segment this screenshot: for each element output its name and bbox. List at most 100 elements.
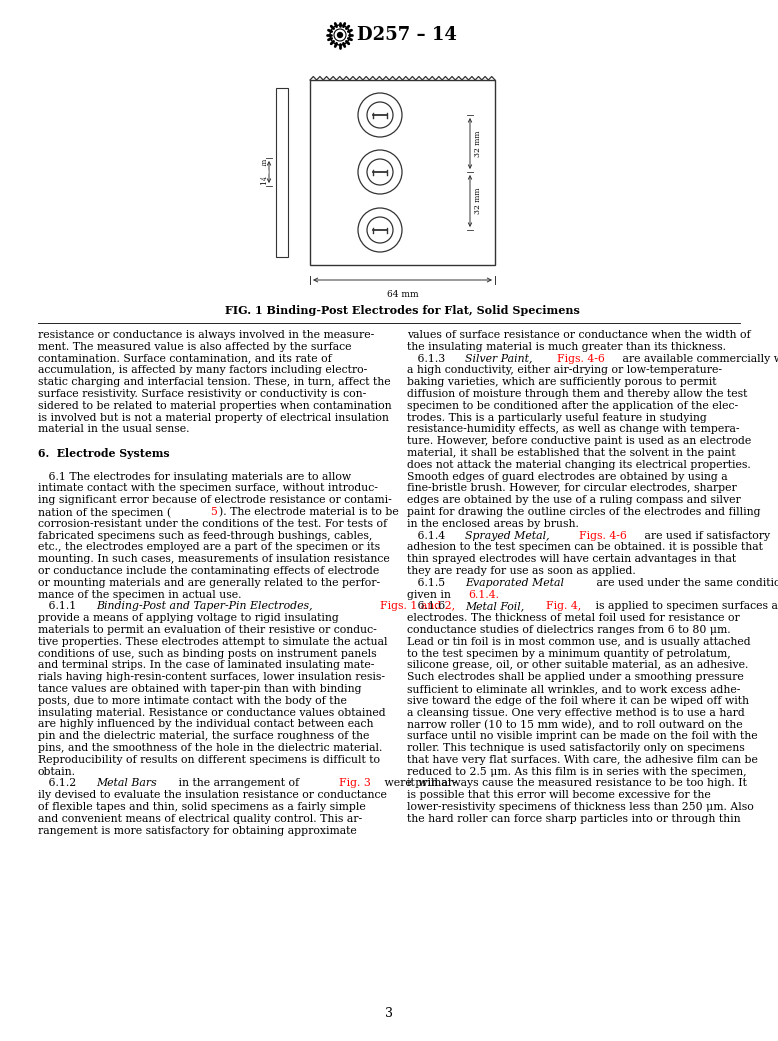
Text: obtain.: obtain. bbox=[38, 766, 76, 777]
Text: 6.1 The electrodes for insulating materials are to allow: 6.1 The electrodes for insulating materi… bbox=[38, 472, 351, 482]
Text: roller. This technique is used satisfactorily only on specimens: roller. This technique is used satisfact… bbox=[407, 743, 745, 753]
Text: materials to permit an evaluation of their resistive or conduc-: materials to permit an evaluation of the… bbox=[38, 625, 377, 635]
Text: material in the usual sense.: material in the usual sense. bbox=[38, 425, 190, 434]
Text: or conductance include the contaminating effects of electrode: or conductance include the contaminating… bbox=[38, 566, 379, 576]
Text: 6.1.4.: 6.1.4. bbox=[468, 589, 499, 600]
Text: 6.1.5: 6.1.5 bbox=[407, 578, 452, 588]
Text: electrodes. The thickness of metal foil used for resistance or: electrodes. The thickness of metal foil … bbox=[407, 613, 740, 624]
Text: Smooth edges of guard electrodes are obtained by using a: Smooth edges of guard electrodes are obt… bbox=[407, 472, 727, 482]
Text: sufficient to eliminate all wrinkles, and to work excess adhe-: sufficient to eliminate all wrinkles, an… bbox=[407, 684, 741, 694]
Text: FIG. 1 Binding-Post Electrodes for Flat, Solid Specimens: FIG. 1 Binding-Post Electrodes for Flat,… bbox=[225, 305, 580, 316]
Text: narrow roller (10 to 15 mm wide), and to roll outward on the: narrow roller (10 to 15 mm wide), and to… bbox=[407, 719, 743, 730]
Text: Figs. 4-6: Figs. 4-6 bbox=[557, 354, 605, 363]
Text: 3: 3 bbox=[385, 1007, 393, 1020]
Text: adhesion to the test specimen can be obtained. it is possible that: adhesion to the test specimen can be obt… bbox=[407, 542, 763, 553]
Text: the hard roller can force sharp particles into or through thin: the hard roller can force sharp particle… bbox=[407, 814, 741, 823]
Text: 6.1.1: 6.1.1 bbox=[38, 602, 83, 611]
Circle shape bbox=[256, 109, 268, 121]
Text: and convenient means of electrical quality control. This ar-: and convenient means of electrical quali… bbox=[38, 814, 362, 823]
Text: pin and the dielectric material, the surface roughness of the: pin and the dielectric material, the sur… bbox=[38, 731, 370, 741]
Text: Reproducibility of results on different specimens is difficult to: Reproducibility of results on different … bbox=[38, 755, 380, 765]
Text: Silver Paint,: Silver Paint, bbox=[465, 354, 533, 363]
Text: given in: given in bbox=[407, 589, 454, 600]
Text: that have very flat surfaces. With care, the adhesive film can be: that have very flat surfaces. With care,… bbox=[407, 755, 758, 765]
Circle shape bbox=[338, 32, 342, 37]
Text: does not attack the material changing its electrical properties.: does not attack the material changing it… bbox=[407, 460, 751, 469]
Bar bbox=[310, 80, 495, 265]
Text: insulating material. Resistance or conductance values obtained: insulating material. Resistance or condu… bbox=[38, 708, 386, 717]
Text: tive properties. These electrodes attempt to simulate the actual: tive properties. These electrodes attemp… bbox=[38, 637, 387, 646]
Text: edges are obtained by the use of a ruling compass and silver: edges are obtained by the use of a rulin… bbox=[407, 496, 741, 505]
Text: static charging and interfacial tension. These, in turn, affect the: static charging and interfacial tension.… bbox=[38, 377, 391, 387]
Circle shape bbox=[256, 224, 268, 236]
Text: ). The electrode material is to be: ). The electrode material is to be bbox=[219, 507, 398, 517]
Text: a high conductivity, either air-drying or low-temperature-: a high conductivity, either air-drying o… bbox=[407, 365, 722, 376]
Text: of flexible tapes and thin, solid specimens as a fairly simple: of flexible tapes and thin, solid specim… bbox=[38, 802, 366, 812]
Circle shape bbox=[256, 166, 268, 178]
Text: posts, due to more intimate contact with the body of the: posts, due to more intimate contact with… bbox=[38, 695, 347, 706]
Text: resistance-humidity effects, as well as change with tempera-: resistance-humidity effects, as well as … bbox=[407, 425, 740, 434]
Circle shape bbox=[250, 160, 274, 184]
Text: in the arrangement of: in the arrangement of bbox=[175, 779, 303, 788]
Text: surface until no visible imprint can be made on the foil with the: surface until no visible imprint can be … bbox=[407, 731, 758, 741]
Text: rials having high-resin-content surfaces, lower insulation resis-: rials having high-resin-content surfaces… bbox=[38, 672, 385, 682]
Text: mance of the specimen in actual use.: mance of the specimen in actual use. bbox=[38, 589, 241, 600]
Text: resistance or conductance is always involved in the measure-: resistance or conductance is always invo… bbox=[38, 330, 374, 340]
Text: Fig. 3: Fig. 3 bbox=[339, 779, 371, 788]
Text: mounting. In such cases, measurements of insulation resistance: mounting. In such cases, measurements of… bbox=[38, 554, 390, 564]
Text: reduced to 2.5 μm. As this film is in series with the specimen,: reduced to 2.5 μm. As this film is in se… bbox=[407, 766, 747, 777]
Text: conductance studies of dielectrics ranges from 6 to 80 μm.: conductance studies of dielectrics range… bbox=[407, 625, 731, 635]
Text: the insulating material is much greater than its thickness.: the insulating material is much greater … bbox=[407, 341, 726, 352]
Text: 14 mm: 14 mm bbox=[261, 159, 269, 185]
Text: tance values are obtained with taper-pin than with binding: tance values are obtained with taper-pin… bbox=[38, 684, 362, 694]
Text: Figs. 1 and 2,: Figs. 1 and 2, bbox=[380, 602, 456, 611]
Circle shape bbox=[250, 218, 274, 242]
Text: fabricated specimens such as feed-through bushings, cables,: fabricated specimens such as feed-throug… bbox=[38, 531, 373, 540]
Text: contamination. Surface contamination, and its rate of: contamination. Surface contamination, an… bbox=[38, 354, 331, 363]
Text: conditions of use, such as binding posts on instrument panels: conditions of use, such as binding posts… bbox=[38, 649, 377, 659]
Text: they are ready for use as soon as applied.: they are ready for use as soon as applie… bbox=[407, 566, 636, 576]
Text: were primar-: were primar- bbox=[380, 779, 456, 788]
Text: Such electrodes shall be applied under a smoothing pressure: Such electrodes shall be applied under a… bbox=[407, 672, 744, 682]
Text: silicone grease, oil, or other suitable material, as an adhesive.: silicone grease, oil, or other suitable … bbox=[407, 660, 748, 670]
Text: is possible that this error will become excessive for the: is possible that this error will become … bbox=[407, 790, 711, 801]
Text: D257 – 14: D257 – 14 bbox=[357, 26, 457, 44]
Text: to the test specimen by a minimum quantity of petrolatum,: to the test specimen by a minimum quanti… bbox=[407, 649, 731, 659]
Text: or mounting materials and are generally related to the perfor-: or mounting materials and are generally … bbox=[38, 578, 380, 588]
Text: Figs. 4-6: Figs. 4-6 bbox=[579, 531, 627, 540]
Text: Evaporated Metal: Evaporated Metal bbox=[465, 578, 564, 588]
Text: Metal Foil,: Metal Foil, bbox=[465, 602, 524, 611]
Text: baking varieties, which are sufficiently porous to permit: baking varieties, which are sufficiently… bbox=[407, 377, 717, 387]
Text: 32 mm: 32 mm bbox=[474, 187, 482, 214]
Text: provide a means of applying voltage to rigid insulating: provide a means of applying voltage to r… bbox=[38, 613, 338, 624]
Text: Fig. 4,: Fig. 4, bbox=[546, 602, 582, 611]
Text: corrosion-resistant under the conditions of the test. For tests of: corrosion-resistant under the conditions… bbox=[38, 518, 387, 529]
Text: are used under the same conditions: are used under the same conditions bbox=[593, 578, 778, 588]
Text: paint for drawing the outline circles of the electrodes and filling: paint for drawing the outline circles of… bbox=[407, 507, 761, 517]
Text: sidered to be related to material properties when contamination: sidered to be related to material proper… bbox=[38, 401, 391, 411]
Text: intimate contact with the specimen surface, without introduc-: intimate contact with the specimen surfa… bbox=[38, 483, 378, 493]
Text: etc., the electrodes employed are a part of the specimen or its: etc., the electrodes employed are a part… bbox=[38, 542, 380, 553]
Text: lower-resistivity specimens of thickness less than 250 μm. Also: lower-resistivity specimens of thickness… bbox=[407, 802, 754, 812]
Text: 6.1.2: 6.1.2 bbox=[38, 779, 83, 788]
Text: 64 mm: 64 mm bbox=[387, 290, 419, 299]
Text: ing significant error because of electrode resistance or contami-: ing significant error because of electro… bbox=[38, 496, 392, 505]
Text: ment. The measured value is also affected by the surface: ment. The measured value is also affecte… bbox=[38, 341, 352, 352]
Text: it will always cause the measured resistance to be too high. It: it will always cause the measured resist… bbox=[407, 779, 747, 788]
Text: surface resistivity. Surface resistivity or conductivity is con-: surface resistivity. Surface resistivity… bbox=[38, 389, 366, 399]
Text: specimen to be conditioned after the application of the elec-: specimen to be conditioned after the app… bbox=[407, 401, 738, 411]
Text: fine-bristle brush. However, for circular electrodes, sharper: fine-bristle brush. However, for circula… bbox=[407, 483, 737, 493]
Text: Lead or tin foil is in most common use, and is usually attached: Lead or tin foil is in most common use, … bbox=[407, 637, 751, 646]
Text: values of surface resistance or conductance when the width of: values of surface resistance or conducta… bbox=[407, 330, 751, 340]
Text: 32 mm: 32 mm bbox=[474, 130, 482, 157]
Text: a cleansing tissue. One very effective method is to use a hard: a cleansing tissue. One very effective m… bbox=[407, 708, 745, 717]
Text: Sprayed Metal,: Sprayed Metal, bbox=[465, 531, 550, 540]
Text: accumulation, is affected by many factors including electro-: accumulation, is affected by many factor… bbox=[38, 365, 367, 376]
Text: 6.1.4: 6.1.4 bbox=[407, 531, 452, 540]
Text: are available commercially with: are available commercially with bbox=[619, 354, 778, 363]
Text: 6.1.3: 6.1.3 bbox=[407, 354, 452, 363]
Text: rangement is more satisfactory for obtaining approximate: rangement is more satisfactory for obtai… bbox=[38, 826, 357, 836]
Text: sive toward the edge of the foil where it can be wiped off with: sive toward the edge of the foil where i… bbox=[407, 695, 749, 706]
Text: is involved but is not a material property of electrical insulation: is involved but is not a material proper… bbox=[38, 412, 389, 423]
Text: in the enclosed areas by brush.: in the enclosed areas by brush. bbox=[407, 518, 579, 529]
